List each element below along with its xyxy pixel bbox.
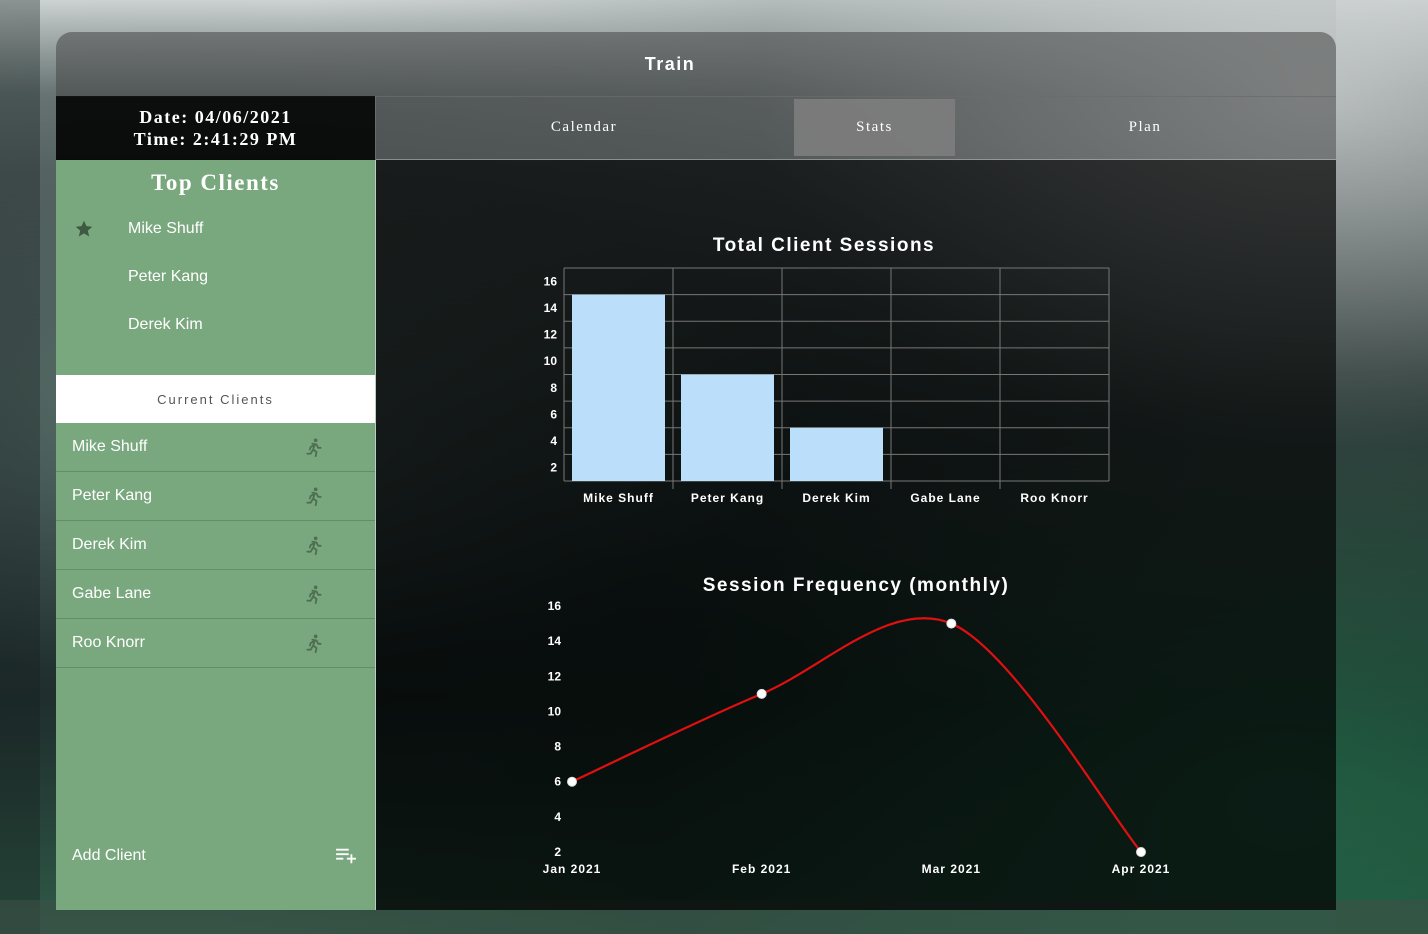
y-tick-label: 10 bbox=[548, 704, 562, 718]
top-client-item[interactable]: Derek Kim bbox=[128, 316, 203, 333]
datetime-panel: Date: 04/06/2021 Time: 2:41:29 PM bbox=[56, 96, 376, 160]
app-title: Train bbox=[644, 53, 696, 74]
y-tick-label: 4 bbox=[550, 434, 557, 448]
running-icon[interactable] bbox=[304, 534, 324, 556]
y-tick-label: 2 bbox=[554, 845, 561, 859]
tab-calendar[interactable]: Calendar bbox=[550, 119, 618, 135]
data-point bbox=[567, 776, 577, 787]
client-name: Gabe Lane bbox=[72, 585, 152, 602]
bar bbox=[790, 427, 883, 481]
title-bar: Train bbox=[56, 32, 1336, 97]
line-chart-title: Session Frequency (monthly) bbox=[703, 575, 1010, 596]
y-tick-label: 8 bbox=[550, 381, 557, 395]
running-icon[interactable] bbox=[304, 632, 324, 654]
y-tick-label: 14 bbox=[544, 301, 558, 315]
running-icon[interactable] bbox=[304, 583, 324, 605]
client-name: Mike Shuff bbox=[72, 438, 148, 455]
client-row[interactable]: Peter Kang bbox=[56, 472, 375, 521]
bar bbox=[572, 294, 665, 481]
running-icon[interactable] bbox=[304, 436, 324, 458]
y-tick-label: 4 bbox=[554, 810, 561, 824]
data-point bbox=[756, 688, 767, 699]
client-row[interactable]: Mike Shuff bbox=[56, 423, 375, 472]
y-tick-label: 8 bbox=[554, 740, 561, 754]
bar bbox=[681, 374, 774, 481]
x-tick-label: Feb 2021 bbox=[732, 862, 791, 876]
bar-chart-title: Total Client Sessions bbox=[713, 235, 935, 256]
client-row[interactable]: Derek Kim bbox=[56, 521, 375, 570]
top-clients-heading: Top Clients bbox=[151, 170, 280, 195]
y-tick-label: 6 bbox=[550, 407, 557, 421]
y-tick-label: 12 bbox=[548, 669, 562, 683]
x-tick-label: Roo Knorr bbox=[1020, 491, 1088, 505]
data-point bbox=[946, 618, 957, 629]
x-tick-label: Jan 2021 bbox=[543, 862, 602, 876]
top-client-item[interactable]: Peter Kang bbox=[128, 268, 209, 285]
client-row[interactable]: Gabe Lane bbox=[56, 570, 375, 619]
current-date: Date: 04/06/2021 bbox=[139, 107, 292, 127]
y-tick-label: 12 bbox=[544, 328, 558, 342]
y-tick-label: 6 bbox=[554, 775, 561, 789]
playlist-add-icon bbox=[336, 848, 356, 864]
x-tick-label: Peter Kang bbox=[691, 491, 764, 505]
add-client-label: Add Client bbox=[72, 847, 146, 864]
stats-panel: Total Client Sessions 2 4 6 8 10 12 14 16 Mike Sh… bbox=[376, 160, 1336, 910]
tab-bar: Calendar Stats Plan bbox=[376, 96, 1336, 160]
star-icon bbox=[75, 220, 93, 237]
current-clients-heading: Current Clients bbox=[56, 375, 375, 423]
current-time: Time: 2:41:29 PM bbox=[133, 129, 298, 149]
x-tick-label: Derek Kim bbox=[802, 491, 870, 505]
data-point bbox=[1136, 847, 1146, 857]
add-client-button[interactable]: Add Client bbox=[56, 840, 375, 872]
client-row[interactable]: Roo Knorr bbox=[56, 619, 375, 668]
running-icon[interactable] bbox=[304, 485, 324, 507]
tab-plan[interactable]: Plan bbox=[1128, 119, 1162, 135]
top-client-item[interactable]: Mike Shuff bbox=[128, 220, 204, 237]
client-name: Roo Knorr bbox=[72, 634, 145, 651]
client-name: Derek Kim bbox=[72, 536, 147, 553]
x-tick-label: Mar 2021 bbox=[922, 862, 981, 876]
x-tick-label: Gabe Lane bbox=[910, 491, 980, 505]
y-tick-label: 16 bbox=[548, 599, 562, 613]
y-tick-label: 16 bbox=[544, 274, 558, 288]
client-name: Peter Kang bbox=[72, 487, 153, 504]
series-line bbox=[571, 617, 1142, 853]
y-tick-label: 10 bbox=[544, 354, 558, 368]
app-window: Train Date: 04/06/2021 Time: 2:41:29 PM … bbox=[56, 32, 1336, 910]
tab-stats[interactable]: Stats bbox=[794, 99, 955, 156]
x-tick-label: Apr 2021 bbox=[1112, 862, 1171, 876]
x-tick-label: Mike Shuff bbox=[583, 491, 654, 505]
sidebar: Top Clients Mike Shuff Peter Kang Derek … bbox=[56, 160, 376, 910]
y-tick-label: 14 bbox=[548, 634, 562, 648]
stats-charts: Total Client Sessions 2 4 6 8 10 12 14 16 Mike Sh… bbox=[543, 235, 1171, 876]
y-tick-label: 2 bbox=[550, 461, 557, 475]
